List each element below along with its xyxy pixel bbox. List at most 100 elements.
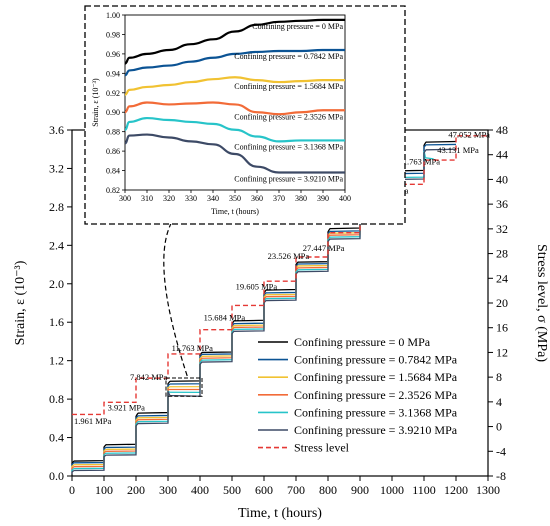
stress-annotation: 11.763 MPa [399,157,440,167]
inset-x-tick-label: 310 [141,194,153,203]
legend-label: Confining pressure = 3.1368 MPa [294,405,458,419]
inset-y-tick-label: 0.86 [106,147,120,156]
inset-y-tick-label: 0.82 [106,186,120,195]
y2-tick-label: -8 [496,469,506,483]
inset-x-tick-label: 320 [163,194,175,203]
inset-x-tick-label: 380 [295,194,307,203]
stress-annotation: 11.763 MPa [172,343,213,353]
inset-y-title: Strain, ε (10⁻³) [91,78,100,127]
y-tick-label: 0.8 [49,392,64,406]
inset-x-tick-label: 350 [229,194,241,203]
y-tick-label: 1.2 [49,354,64,368]
legend-label: Confining pressure = 2.3526 MPa [294,388,458,402]
y-tick-label: 1.6 [49,315,64,329]
inset-x-tick-label: 360 [251,194,263,203]
inset-x-title: Time, t (hours) [211,207,259,216]
stress-annotation: 19.605 MPa [236,282,278,292]
inset-x-tick-label: 300 [119,194,131,203]
inset-series-label: Confining pressure = 1.5684 MPa [234,82,343,91]
inset-series-line [124,116,345,143]
inset-series-label: Confining pressure = 3.9210 MPa [234,175,343,184]
inset-frame [84,5,406,225]
y2-tick-label: 44 [496,148,508,162]
y2-tick-label: 28 [496,247,508,261]
x-tick-label: 300 [159,483,177,497]
inset-x-tick-label: 390 [317,194,329,203]
stress-annotation: 43.131 MPa [437,145,479,155]
y2-tick-label: 20 [496,296,508,310]
inset-plot: 300 310 320 330 340 350 360 370 380 390 400 0.82 0.8… [84,5,406,225]
legend-label: Confining pressure = 0 MPa [294,335,431,349]
inset-series-line [124,76,345,96]
legend-label: Confining pressure = 1.5684 MPa [294,370,458,384]
stress-annotation: 1.961 MPa [74,416,112,426]
y-tick-label: 2.0 [49,277,64,291]
y-tick-label: 0.4 [49,431,64,445]
x-tick-label: 800 [319,483,337,497]
x-tick-label: 1000 [380,483,404,497]
inset-x-tick-label: 400 [339,194,351,203]
inset-series-line [124,133,345,174]
inset-y-tick-label: 0.94 [106,69,120,78]
x-tick-label: 200 [127,483,145,497]
stress-annotation: 47.052 MPa [448,130,490,140]
inset-x-tick-label: 370 [273,194,285,203]
inset-series-label: Confining pressure = 0.7842 MPa [234,52,343,61]
inset-y-tick-label: 0.88 [106,128,120,137]
y2-tick-label: 36 [496,197,508,211]
inset-x-tick-label: 340 [207,194,219,203]
legend-label: Confining pressure = 3.9210 MPa [294,423,458,437]
inset-y-tick-label: 0.92 [106,89,120,98]
stress-annotation: 27.447 MPa [303,243,345,253]
inset-series-line [124,48,345,77]
zoom-box [165,377,203,397]
y-tick-label: 0.0 [49,469,64,483]
x-tick-label: 400 [191,483,209,497]
y2-tick-label: 16 [496,321,508,335]
x-tick-label: 900 [351,483,369,497]
inset-x-tick-label: 330 [185,194,197,203]
x-tick-label: 1200 [444,483,468,497]
x-tick-label: 600 [255,483,273,497]
inset-series-label: Confining pressure = 3.1368 MPa [234,142,343,151]
inset-y-tick-label: 1.00 [106,11,120,20]
x-tick-label: 700 [287,483,305,497]
stress-annotation: 15.684 MPa [204,312,246,322]
x-axis-title: Time, t (hours) [238,506,322,521]
stress-line [72,135,488,416]
y2-tick-label: 24 [496,271,508,285]
x-tick-label: 100 [95,483,113,497]
stress-annotation: 3.921 MPa [108,403,146,413]
inset-series-label: Confining pressure = 0 MPa [252,22,343,31]
y2-tick-label: 12 [496,345,508,359]
x-tick-label: 1100 [412,483,436,497]
y-tick-label: 2.8 [49,200,64,214]
y2-tick-label: 8 [496,370,502,384]
y2-tick-label: -4 [496,444,506,458]
y2-tick-label: 4 [496,395,502,409]
y2-axis-title: Stress level, σ (MPa) [534,244,549,362]
y2-tick-label: 32 [496,222,508,236]
stress-annotation: 7.842 MPa [130,372,168,382]
y2-tick-label: 40 [496,172,508,186]
inset-y-tick-label: 0.98 [106,30,120,39]
inset-y-tick-label: 0.90 [106,108,120,117]
inset-series-label: Confining pressure = 2.3526 MPa [234,112,343,121]
y-axis-title: Strain, ε (10⁻³) [13,260,28,345]
y-tick-label: 3.2 [49,161,64,175]
inset-series-line [124,18,345,65]
y2-tick-label: 48 [496,123,508,137]
x-tick-label: 1300 [476,483,500,497]
inset-y-tick-label: 0.84 [106,167,120,176]
inset-y-tick-label: 0.96 [106,50,120,59]
y2-tick-label: 0 [496,420,502,434]
y-tick-label: 2.4 [49,238,64,252]
stress-annotation: 23.526 MPa [268,251,310,261]
x-tick-label: 0 [69,483,75,497]
legend-label: Confining pressure = 0.7842 MPa [294,353,458,367]
legend-label: Stress level [294,441,350,455]
inset-series-line [124,101,345,116]
x-tick-label: 500 [223,483,241,497]
y-tick-label: 3.6 [49,123,64,137]
